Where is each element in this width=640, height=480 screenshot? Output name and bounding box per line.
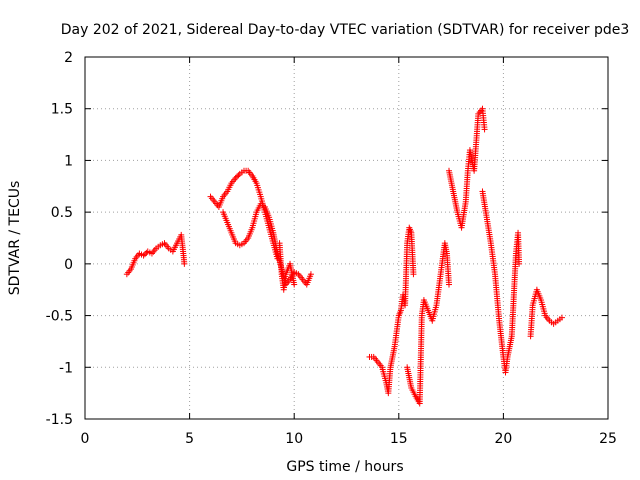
x-tick-label: 0	[81, 431, 90, 447]
y-tick-label: -1	[59, 360, 73, 376]
data-point	[232, 175, 239, 182]
y-tick-label: -1.5	[46, 412, 73, 428]
x-tick-label: 25	[599, 431, 617, 447]
data-point	[141, 251, 148, 258]
data-point	[446, 281, 453, 288]
plot-frame	[84, 56, 609, 420]
y-tick-label: 1.5	[51, 102, 73, 118]
x-tick-label: 5	[185, 431, 194, 447]
axis-ticks: 0 5 10 15 20 25 -1.5 -1 -0.5 0 0.5 1 1.5 2	[46, 50, 617, 447]
y-tick-label: 0.5	[51, 205, 73, 221]
chart-title: Day 202 of 2021, Sidereal Day-to-day VTE…	[61, 22, 630, 38]
data-point	[516, 260, 523, 267]
data-point	[481, 126, 488, 133]
y-tick-label: 0	[64, 257, 73, 273]
data-point	[558, 314, 565, 321]
x-tick-label: 20	[494, 431, 512, 447]
data-point	[307, 271, 314, 278]
data-point	[410, 271, 417, 278]
data-point	[291, 281, 298, 288]
y-axis-label: SDTVAR / TECUs	[7, 181, 23, 296]
x-tick-label: 10	[285, 431, 303, 447]
data-point	[181, 260, 188, 267]
y-tick-label: 2	[64, 50, 73, 66]
data-point	[234, 173, 241, 180]
grid-lines	[85, 57, 608, 419]
y-tick-label: 1	[64, 153, 73, 169]
x-axis-label: GPS time / hours	[286, 459, 403, 475]
data-point	[235, 172, 242, 179]
data-points	[123, 105, 565, 407]
data-point	[140, 252, 147, 259]
x-tick-label: 15	[390, 431, 408, 447]
y-tick-label: -0.5	[46, 309, 73, 325]
